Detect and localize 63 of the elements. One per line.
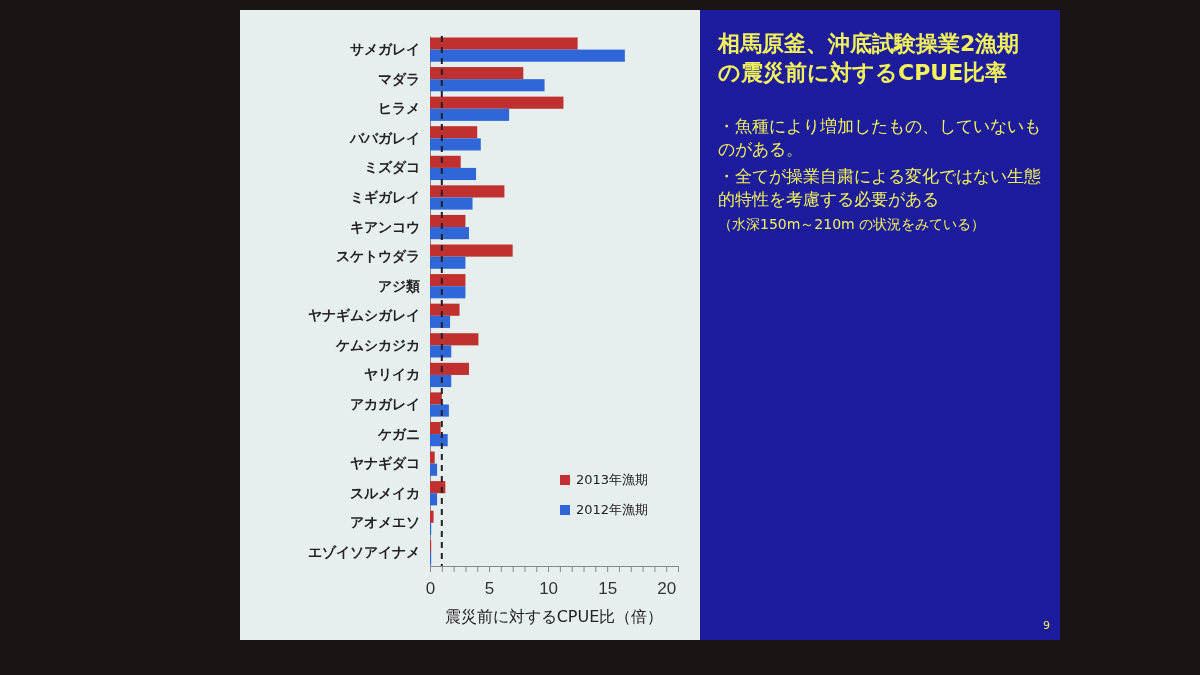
bar xyxy=(430,79,545,92)
bar xyxy=(430,227,469,240)
bar xyxy=(430,303,460,316)
bar xyxy=(430,37,578,50)
legend-label: 2013年漁期 xyxy=(576,472,649,487)
y-tick-label: サメガレイ xyxy=(350,41,420,58)
x-tick-label: 10 xyxy=(539,578,559,598)
bar xyxy=(430,345,452,358)
bar xyxy=(430,421,441,435)
y-tick-label: アカガレイ xyxy=(350,396,420,412)
bar xyxy=(430,463,438,476)
bar xyxy=(430,49,625,62)
bar xyxy=(430,392,442,405)
y-tick-label: アジ類 xyxy=(378,277,420,294)
y-tick-label: ヤリイカ xyxy=(364,366,420,383)
text: ・魚種により増加したもの、していないものがある。 xyxy=(718,115,1042,162)
y-tick-label: ヒラメ xyxy=(378,100,420,117)
x-tick-label: 20 xyxy=(657,578,677,598)
y-tick-label: ケムシカジカ xyxy=(335,336,420,353)
legend-label: 2012年漁期 xyxy=(576,502,649,517)
x-tick-label: 15 xyxy=(598,578,618,598)
y-tick-label: アオメエソ xyxy=(350,514,420,531)
y-tick-label: ヤナギダコ xyxy=(350,455,420,472)
bar xyxy=(430,333,479,346)
text: 相馬原釜、沖底試験操業2漁期の震災前に対するCPUE比率 xyxy=(718,30,1021,87)
bar xyxy=(430,404,449,417)
y-tick-label: ババガレイ xyxy=(349,129,420,146)
y-tick-label: キアンコウ xyxy=(350,218,420,235)
bar xyxy=(430,214,466,228)
y-tick-label: ヤナギムシガレイ xyxy=(308,307,420,324)
bar xyxy=(430,244,513,257)
bar xyxy=(430,374,452,388)
bar xyxy=(430,67,524,80)
bar xyxy=(430,185,505,198)
text: 9 xyxy=(1043,619,1050,632)
bar xyxy=(430,315,451,328)
y-tick-label: ケガニ xyxy=(377,425,420,442)
bar xyxy=(430,493,438,506)
bar xyxy=(430,274,466,287)
x-axis-title: 震災前に対するCPUE比（倍） xyxy=(444,607,664,626)
y-tick-label: マダラ xyxy=(378,70,420,87)
bar xyxy=(430,434,448,447)
y-tick-label: スケトウダラ xyxy=(336,248,420,265)
bar xyxy=(430,286,466,299)
bar xyxy=(430,138,481,151)
text: （水深150m～210m の状況をみている） xyxy=(718,214,987,234)
bar xyxy=(430,96,564,109)
y-tick-label: エゾイソアイナメ xyxy=(308,543,420,560)
bar xyxy=(430,155,461,168)
bar xyxy=(430,510,434,523)
x-tick-label: 5 xyxy=(484,578,495,598)
y-tick-label: スルメイカ xyxy=(350,484,420,501)
text: ・全てが操業自粛による変化ではない生態的特性を考慮する必要がある xyxy=(718,165,1042,211)
bar xyxy=(430,197,473,210)
bar xyxy=(430,451,435,464)
bar xyxy=(430,167,477,181)
bar xyxy=(430,126,478,139)
bar xyxy=(430,362,469,375)
bar xyxy=(430,108,510,121)
bar xyxy=(430,256,466,269)
y-tick-label: ミギガレイ xyxy=(350,188,420,205)
y-tick-label: ミズダコ xyxy=(364,159,420,176)
x-tick-label: 0 xyxy=(425,578,436,598)
